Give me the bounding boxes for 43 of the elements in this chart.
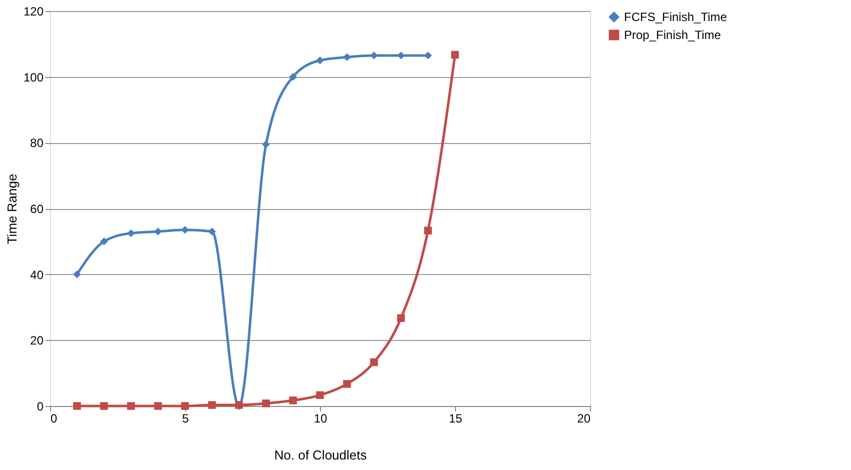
x-tick-label: 0 xyxy=(50,412,58,426)
y-tick-label: 100 xyxy=(23,70,44,84)
point xyxy=(370,358,378,366)
point xyxy=(451,50,459,59)
legend-label: FCFS_Finish_Time xyxy=(624,10,728,24)
y-tick-label: 120 xyxy=(23,4,44,18)
point xyxy=(343,380,351,388)
point xyxy=(289,396,297,404)
point xyxy=(424,226,432,234)
point xyxy=(73,270,81,278)
point xyxy=(73,402,81,410)
y-tick-label: 20 xyxy=(30,334,44,348)
point xyxy=(100,238,108,246)
point xyxy=(127,402,135,410)
y-tick-label: 40 xyxy=(30,268,44,282)
point xyxy=(397,52,405,60)
x-tick-label: 20 xyxy=(577,412,591,426)
point xyxy=(424,52,432,60)
point xyxy=(397,314,405,322)
y-tick-label: 0 xyxy=(36,400,44,414)
y-tick-label: 80 xyxy=(30,136,44,150)
point xyxy=(100,402,108,410)
x-tick-label: 5 xyxy=(182,412,190,426)
point xyxy=(208,228,216,236)
y-tick-label: 60 xyxy=(30,202,44,216)
x-tick-label: 10 xyxy=(314,412,328,426)
y-axis-title: Time Range xyxy=(4,174,20,244)
point xyxy=(208,401,216,409)
legend-label: Prop_Finish_Time xyxy=(624,28,722,42)
x-axis-title: No. of Cloudlets xyxy=(274,448,368,462)
point xyxy=(262,399,270,408)
point xyxy=(154,228,162,236)
point xyxy=(370,52,378,60)
point xyxy=(262,140,270,148)
point xyxy=(343,53,351,61)
point xyxy=(316,391,324,400)
point xyxy=(154,402,162,410)
point xyxy=(289,72,297,81)
point xyxy=(181,402,189,410)
x-tick-label: 15 xyxy=(448,412,462,426)
point xyxy=(316,56,324,64)
point xyxy=(127,229,135,238)
point xyxy=(181,226,189,234)
